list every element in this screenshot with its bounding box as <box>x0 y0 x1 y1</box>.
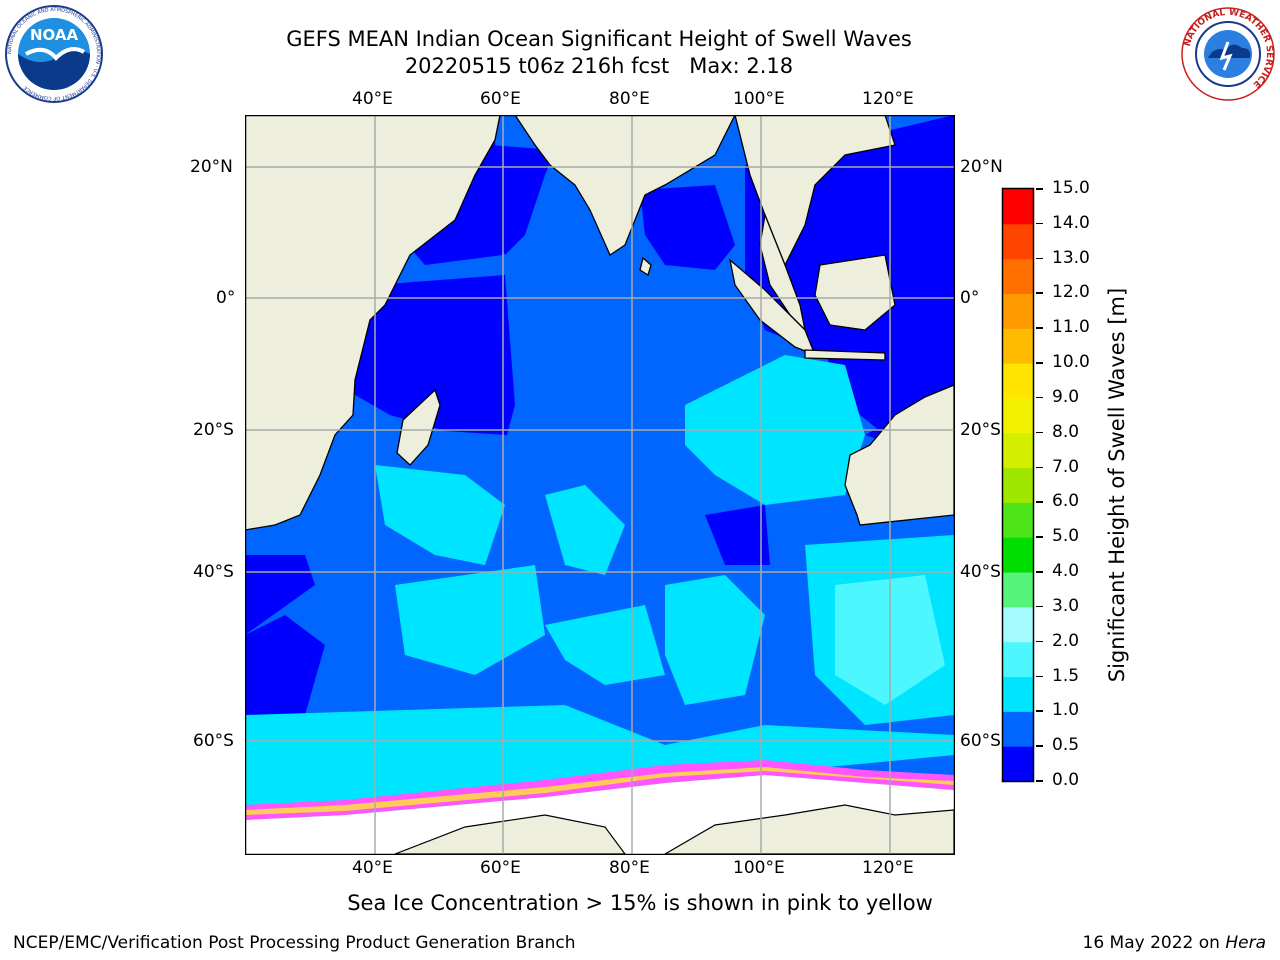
map-frame <box>245 115 955 855</box>
lat-label-right-40s: 40°S <box>960 562 1001 582</box>
colorbar-bin <box>1003 223 1033 260</box>
lon-label-top-100e: 100°E <box>733 89 785 109</box>
colorbar-tick-label: 11.0 <box>1052 317 1090 338</box>
colorbar-tick-mark <box>1036 292 1043 294</box>
colorbar-tick-mark <box>1036 675 1043 678</box>
footer-credit: NCEP/EMC/Verification Post Processing Pr… <box>13 933 576 953</box>
colorbar-frame <box>1001 187 1035 783</box>
colorbar-tick-label: 9.0 <box>1052 386 1080 407</box>
colorbar-bin <box>1003 363 1033 399</box>
colorbar-bin <box>1003 328 1033 364</box>
footer-date: 16 May 2022 on Hera <box>1083 933 1267 953</box>
lon-label-bottom-80e: 80°E <box>609 858 650 878</box>
colorbar-bin <box>1003 189 1033 225</box>
colorbar-tick-mark <box>1036 745 1043 747</box>
colorbar-bin <box>1003 572 1033 608</box>
chart-title: GEFS MEAN Indian Ocean Significant Heigh… <box>286 27 912 51</box>
lat-label-right-0: 0° <box>960 288 980 308</box>
colorbar-tick-label: 14.0 <box>1052 212 1090 233</box>
noaa-logo-text: NOAA <box>30 26 79 44</box>
colorbar-tick-mark <box>1036 431 1043 434</box>
colorbar-tick-label: 2.0 <box>1052 630 1080 651</box>
colorbar-tick-mark <box>1036 257 1043 260</box>
colorbar-tick-label: 6.0 <box>1052 491 1080 512</box>
colorbar-tick-mark <box>1036 327 1043 329</box>
antarctica-land <box>394 804 954 854</box>
colorbar-bin <box>1003 711 1033 747</box>
map-panel <box>245 115 955 855</box>
colorbar-bin <box>1003 676 1033 712</box>
colorbar-tick-label: 3.0 <box>1052 595 1080 616</box>
colorbar-tick-label: 10.0 <box>1052 352 1090 373</box>
chart-subtitle: 20220515 t06z 216h fcst Max: 2.18 <box>404 54 794 78</box>
footer-host: Hera <box>1225 933 1266 953</box>
colorbar-tick-label: 13.0 <box>1052 247 1090 268</box>
colorbar-bin <box>1003 537 1033 573</box>
lon-label-bottom-40e: 40°E <box>352 858 393 878</box>
lat-label-right-20n: 20°N <box>960 157 1003 177</box>
lon-label-bottom-120e: 120°E <box>862 858 914 878</box>
lat-label-left-20s: 20°S <box>193 420 234 440</box>
colorbar-label: Significant Height of Swell Waves [m] <box>1105 287 1129 683</box>
colorbar-tick-label: 1.5 <box>1052 665 1080 686</box>
lon-label-bottom-100e: 100°E <box>733 858 785 878</box>
colorbar-bin <box>1003 258 1033 294</box>
land-masses <box>245 115 954 531</box>
colorbar-tick-mark <box>1036 605 1043 608</box>
colorbar-bin <box>1003 606 1033 643</box>
colorbar-bin <box>1003 641 1033 678</box>
colorbar-tick-mark <box>1036 222 1043 225</box>
colorbar-tick-mark <box>1036 188 1043 190</box>
lon-label-top-80e: 80°E <box>609 89 650 109</box>
colorbar-bin <box>1003 746 1033 782</box>
lat-label-right-20s: 20°S <box>960 420 1001 440</box>
colorbar-bin <box>1003 397 1033 434</box>
colorbar-bin <box>1003 293 1033 329</box>
lat-label-right-60s: 60°S <box>960 731 1001 751</box>
colorbar-tick-mark <box>1036 466 1043 469</box>
colorbar-tick-mark <box>1036 362 1043 364</box>
nws-logo: NATIONAL WEATHER SERVICE <box>1181 7 1275 101</box>
colorbar-tick-label: 0.5 <box>1052 735 1080 756</box>
lon-label-top-40e: 40°E <box>352 89 393 109</box>
colorbar-bin <box>1003 432 1033 469</box>
footer-date-text: 16 May 2022 on <box>1082 933 1226 953</box>
map-gridlines <box>245 115 954 854</box>
lon-label-bottom-60e: 60°E <box>480 858 521 878</box>
lat-label-left-40s: 40°S <box>193 562 234 582</box>
colorbar-tick-mark <box>1036 501 1043 503</box>
colorbar-bin <box>1003 502 1033 538</box>
colorbar-tick-label: 1.0 <box>1052 700 1080 721</box>
colorbar-tick-label: 4.0 <box>1052 561 1080 582</box>
colorbar-tick-label: 8.0 <box>1052 421 1080 442</box>
sea-ice-caption: Sea Ice Concentration > 15% is shown in … <box>347 891 933 915</box>
noaa-logo: NOAA NATIONAL OCEANIC AND ATMOSPHERIC AD… <box>5 5 103 103</box>
colorbar-tick-mark <box>1036 536 1043 538</box>
colorbar-tick-mark <box>1036 396 1043 399</box>
colorbar-tick-mark <box>1036 571 1043 573</box>
colorbar-tick-label: 7.0 <box>1052 456 1080 477</box>
lat-label-left-60s: 60°S <box>193 731 234 751</box>
colorbar-tick-mark <box>1036 640 1043 643</box>
colorbar-tick-label: 0.0 <box>1052 770 1080 790</box>
lon-label-top-60e: 60°E <box>480 89 521 109</box>
lat-label-left-20n: 20°N <box>190 157 233 177</box>
colorbar-tick-label: 5.0 <box>1052 526 1080 547</box>
colorbar-tick-label: 15.0 <box>1052 178 1090 198</box>
lat-label-left-0: 0° <box>216 288 236 308</box>
colorbar-tick-label: 12.0 <box>1052 282 1090 303</box>
colorbar-tick-mark <box>1036 710 1043 712</box>
colorbar <box>1001 187 1035 783</box>
lon-label-top-120e: 120°E <box>862 89 914 109</box>
sea-ice-high <box>245 767 954 815</box>
colorbar-bin <box>1003 467 1033 503</box>
sea-ice-edge <box>245 760 954 820</box>
colorbar-tick-mark <box>1036 780 1043 782</box>
